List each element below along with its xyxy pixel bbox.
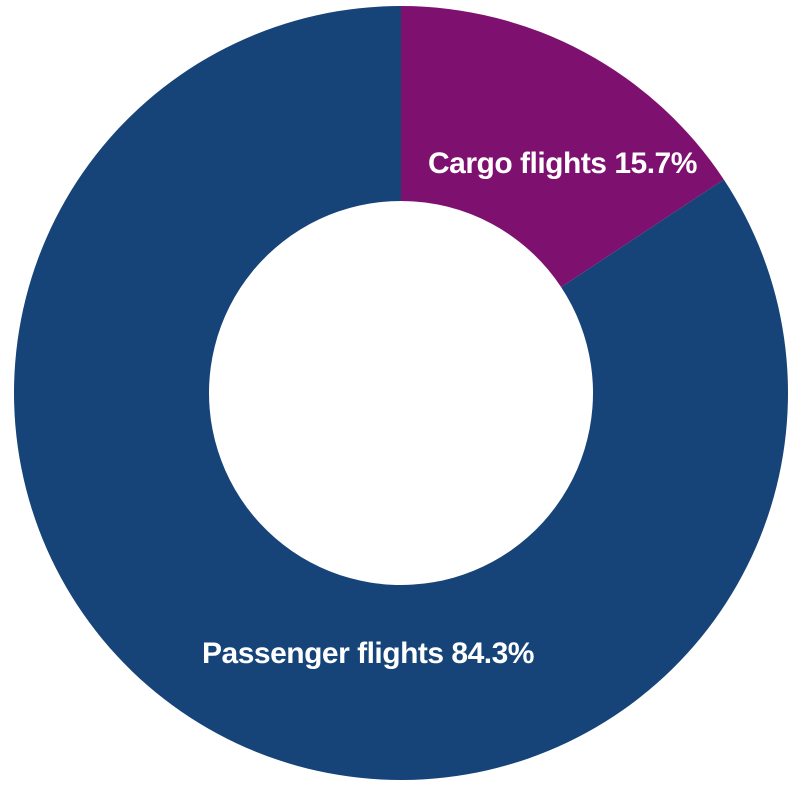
slice-passenger-flights xyxy=(14,6,788,780)
slice-cargo-flights xyxy=(401,6,724,288)
donut-slices xyxy=(14,6,788,780)
